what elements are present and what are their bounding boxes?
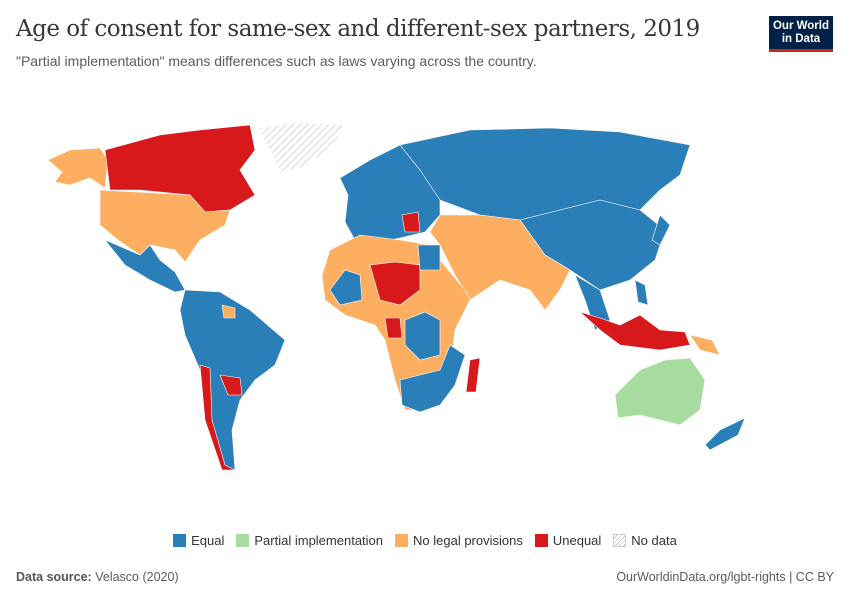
region-congo[interactable] — [384, 317, 403, 339]
region-australia[interactable] — [614, 357, 706, 426]
region-guianas[interactable] — [221, 304, 236, 319]
region-usa[interactable] — [99, 189, 231, 263]
region-russia-north-asia[interactable] — [399, 127, 691, 221]
data-source: Data source: Velasco (2020) — [16, 570, 179, 584]
legend-item-no-data[interactable]: No data — [613, 533, 677, 548]
legend-item-equal[interactable]: Equal — [173, 533, 224, 548]
swatch-no-legal — [395, 534, 409, 547]
region-madagascar[interactable] — [465, 357, 481, 393]
region-new-zealand[interactable] — [704, 417, 746, 451]
legend-item-partial[interactable]: Partial implementation — [236, 533, 383, 548]
region-egypt[interactable] — [417, 244, 441, 271]
chart-title: Age of consent for same-sex and differen… — [16, 16, 700, 42]
region-central-africa-unequal[interactable] — [369, 261, 421, 306]
region-indonesia[interactable] — [579, 311, 691, 351]
swatch-unequal — [534, 534, 548, 547]
region-middle-east-south-asia[interactable] — [429, 214, 571, 311]
source-text: Velasco (2020) — [95, 570, 179, 584]
region-paraguay[interactable] — [219, 374, 243, 396]
region-central-equal[interactable] — [404, 311, 441, 361]
region-canada[interactable] — [104, 124, 256, 213]
region-southern-africa[interactable] — [399, 344, 466, 413]
region-greece-turkey[interactable] — [401, 211, 421, 233]
region-mexico-central-america[interactable] — [104, 239, 186, 293]
region-papua[interactable] — [689, 334, 721, 356]
chart-subtitle: "Partial implementation" means differenc… — [16, 53, 537, 69]
source-label: Data source: — [16, 570, 92, 584]
region-chile[interactable] — [199, 364, 236, 471]
legend-label: Equal — [191, 533, 225, 548]
region-greenland[interactable] — [257, 121, 346, 173]
swatch-equal — [173, 534, 187, 547]
source-link[interactable]: OurWorldinData.org/lgbt-rights | CC BY — [616, 570, 834, 584]
legend-label: No legal provisions — [413, 533, 523, 548]
logo-text: Our World — [772, 20, 829, 32]
legend: Equal Partial implementation No legal pr… — [0, 533, 850, 548]
region-alaska[interactable] — [47, 147, 109, 189]
region-west-africa-equal[interactable] — [329, 269, 363, 306]
legend-item-no-legal[interactable]: No legal provisions — [395, 533, 523, 548]
swatch-no-data — [613, 534, 627, 547]
region-philippines[interactable] — [634, 279, 649, 306]
region-japan[interactable] — [651, 214, 671, 246]
legend-item-unequal[interactable]: Unequal — [534, 533, 602, 548]
world-map — [47, 121, 746, 471]
swatch-partial — [236, 534, 250, 547]
owid-logo[interactable]: Our World in Data — [769, 16, 833, 52]
legend-label: No data — [631, 533, 677, 548]
legend-label: Partial implementation — [254, 533, 384, 548]
legend-label: Unequal — [552, 533, 602, 548]
logo-text: in Data — [781, 33, 821, 45]
